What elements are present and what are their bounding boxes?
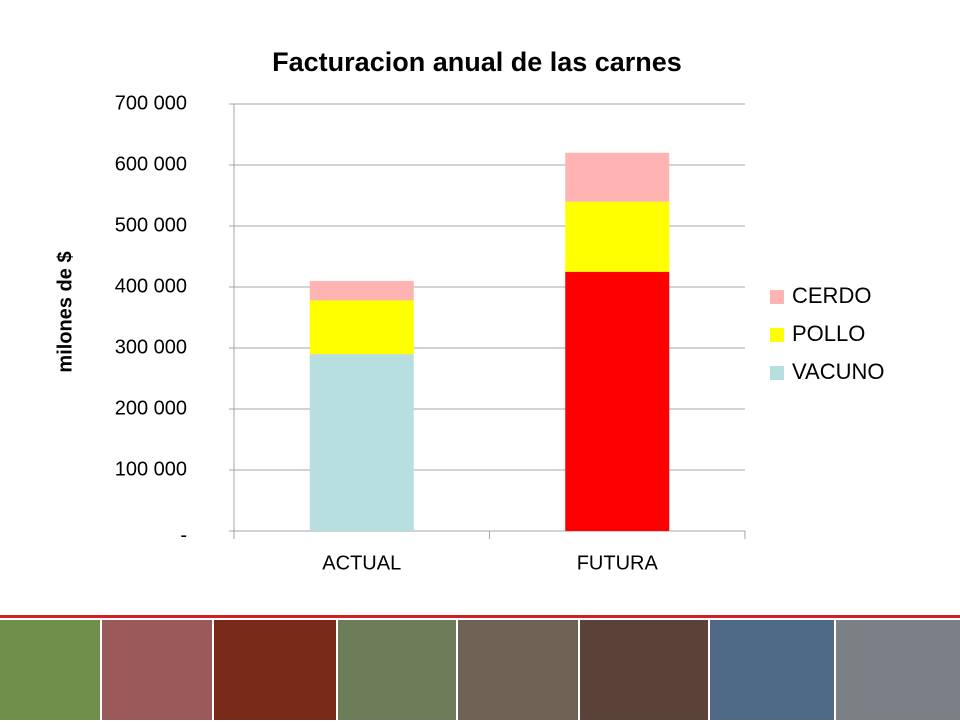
legend-label: CERDO <box>792 283 871 308</box>
bar-segment <box>565 271 670 531</box>
y-tick-label: 600 000 <box>115 153 187 175</box>
y-tick-label: - <box>180 524 187 546</box>
bar-segment <box>565 201 670 272</box>
y-tick-label: 100 000 <box>115 458 187 480</box>
legend-label: VACUNO <box>792 359 885 384</box>
y-tick-label: 700 000 <box>115 92 187 114</box>
bar-segment <box>565 152 670 202</box>
legend-swatch <box>770 366 784 380</box>
y-tick-label: 500 000 <box>115 214 187 236</box>
photo <box>710 620 834 720</box>
chart-title: Facturacion anual de las carnes <box>272 47 682 77</box>
bar-segment <box>309 354 414 531</box>
legend-swatch <box>770 290 784 304</box>
divider <box>0 615 960 618</box>
photo <box>338 620 456 720</box>
bar-segment <box>309 300 414 355</box>
bar-segment <box>309 280 414 301</box>
y-axis-label: milones de $ <box>54 251 76 372</box>
photo <box>102 620 212 720</box>
photo <box>836 620 960 720</box>
photo-strip <box>0 615 960 720</box>
y-tick-label: 300 000 <box>115 336 187 358</box>
legend-label: POLLO <box>792 321 865 346</box>
photo <box>458 620 578 720</box>
x-tick-label: ACTUAL <box>322 552 401 574</box>
photo <box>214 620 336 720</box>
y-tick-label: 400 000 <box>115 275 187 297</box>
legend-swatch <box>770 328 784 342</box>
photo <box>580 620 708 720</box>
y-tick-label: 200 000 <box>115 397 187 419</box>
x-tick-label: FUTURA <box>577 552 659 574</box>
photo <box>0 620 100 720</box>
